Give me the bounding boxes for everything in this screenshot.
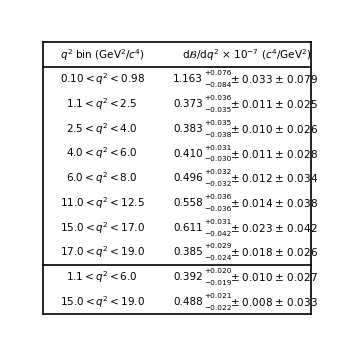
Text: $1.1 < q^2 < 2.5$: $1.1 < q^2 < 2.5$ — [66, 96, 138, 112]
Text: +0.031: +0.031 — [205, 145, 232, 151]
Text: +0.076: +0.076 — [205, 71, 232, 77]
Text: $\pm$ 0.033 $\pm$ 0.079: $\pm$ 0.033 $\pm$ 0.079 — [230, 73, 318, 85]
Text: −0.019: −0.019 — [205, 280, 232, 286]
Text: −0.038: −0.038 — [205, 132, 232, 138]
Text: 0.383: 0.383 — [173, 124, 203, 134]
Text: 0.558: 0.558 — [173, 198, 203, 208]
Text: $q^2$ bin (GeV$^2$/$c^4$): $q^2$ bin (GeV$^2$/$c^4$) — [60, 47, 145, 62]
Text: $\pm$ 0.010 $\pm$ 0.027: $\pm$ 0.010 $\pm$ 0.027 — [230, 271, 317, 283]
Text: $1.1 < q^2 < 6.0$: $1.1 < q^2 < 6.0$ — [66, 269, 138, 285]
Text: −0.036: −0.036 — [205, 206, 232, 212]
Text: +0.021: +0.021 — [205, 293, 232, 299]
Text: 0.410: 0.410 — [173, 149, 203, 158]
Text: +0.036: +0.036 — [205, 95, 232, 101]
Text: −0.035: −0.035 — [205, 107, 232, 113]
Text: $4.0 < q^2 < 6.0$: $4.0 < q^2 < 6.0$ — [66, 146, 138, 161]
Text: $15.0 < q^2 < 19.0$: $15.0 < q^2 < 19.0$ — [60, 294, 145, 310]
Text: −0.084: −0.084 — [205, 82, 232, 88]
Text: +0.035: +0.035 — [205, 120, 232, 126]
Text: 0.392: 0.392 — [173, 272, 203, 282]
Text: +0.036: +0.036 — [205, 194, 232, 200]
Text: $\pm$ 0.010 $\pm$ 0.026: $\pm$ 0.010 $\pm$ 0.026 — [230, 123, 318, 135]
Text: +0.031: +0.031 — [205, 219, 232, 225]
Text: −0.024: −0.024 — [205, 255, 232, 261]
Text: d$\mathcal{B}$/d$q^2$ $\times$ 10$^{-7}$ ($c^4$/GeV$^2$): d$\mathcal{B}$/d$q^2$ $\times$ 10$^{-7}$… — [182, 47, 312, 62]
Text: 0.385: 0.385 — [173, 247, 203, 257]
Text: −0.042: −0.042 — [205, 231, 232, 237]
Text: 0.373: 0.373 — [173, 99, 203, 109]
Text: $\pm$ 0.012 $\pm$ 0.034: $\pm$ 0.012 $\pm$ 0.034 — [230, 172, 318, 184]
Text: $15.0 < q^2 < 17.0$: $15.0 < q^2 < 17.0$ — [60, 220, 145, 235]
Text: $\pm$ 0.018 $\pm$ 0.026: $\pm$ 0.018 $\pm$ 0.026 — [230, 246, 318, 258]
Text: +0.032: +0.032 — [205, 169, 232, 175]
Text: 0.488: 0.488 — [173, 297, 203, 307]
Text: −0.030: −0.030 — [205, 156, 232, 162]
Text: $0.10 < q^2 < 0.98$: $0.10 < q^2 < 0.98$ — [60, 72, 145, 87]
Text: −0.022: −0.022 — [205, 305, 232, 311]
Text: $6.0 < q^2 < 8.0$: $6.0 < q^2 < 8.0$ — [66, 170, 138, 186]
Text: $\pm$ 0.008 $\pm$ 0.033: $\pm$ 0.008 $\pm$ 0.033 — [230, 296, 317, 308]
Text: −0.032: −0.032 — [205, 181, 232, 187]
Text: $\pm$ 0.011 $\pm$ 0.025: $\pm$ 0.011 $\pm$ 0.025 — [230, 98, 317, 110]
Text: 0.611: 0.611 — [173, 223, 203, 233]
Text: $17.0 < q^2 < 19.0$: $17.0 < q^2 < 19.0$ — [60, 245, 145, 260]
Text: 0.496: 0.496 — [173, 173, 203, 183]
Text: 1.163: 1.163 — [173, 74, 203, 84]
Text: +0.029: +0.029 — [205, 244, 232, 250]
Text: $\pm$ 0.011 $\pm$ 0.028: $\pm$ 0.011 $\pm$ 0.028 — [230, 148, 318, 160]
Text: $2.5 < q^2 < 4.0$: $2.5 < q^2 < 4.0$ — [66, 121, 138, 137]
Text: $\pm$ 0.023 $\pm$ 0.042: $\pm$ 0.023 $\pm$ 0.042 — [230, 222, 317, 234]
Text: $11.0 < q^2 < 12.5$: $11.0 < q^2 < 12.5$ — [60, 195, 145, 211]
Text: +0.020: +0.020 — [205, 268, 232, 274]
Text: $\pm$ 0.014 $\pm$ 0.038: $\pm$ 0.014 $\pm$ 0.038 — [230, 197, 318, 209]
